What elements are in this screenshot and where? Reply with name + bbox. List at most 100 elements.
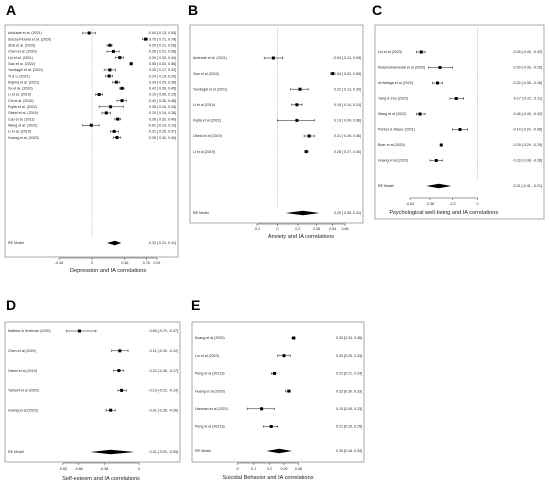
study-point-estimate xyxy=(117,369,121,373)
study-ci-text: 0.54 [ 0.52, 0.55] xyxy=(334,72,361,76)
study-ci-text: 0.10 [ 0.05, 0.15] xyxy=(149,93,176,97)
study-ci-text: -0.45 [-0.49, -0.42] xyxy=(512,50,542,54)
study-point-estimate xyxy=(298,87,302,91)
panel-letter: D xyxy=(6,297,16,313)
study-point-estimate xyxy=(271,56,275,60)
study-ci-text: -0.04 [-0.13, 0.05] xyxy=(148,31,176,35)
study-ci-text: -0.19 [-0.23, -0.14] xyxy=(148,389,178,393)
study-ci-text: 0.42 [ 0.35, 0.48] xyxy=(149,99,176,103)
study-ci-text: 0.26 [ 0.10, 0.44] xyxy=(149,105,176,109)
study-ci-text: -0.14 [-0.20, -0.08] xyxy=(512,128,542,132)
x-tick-label: 0.76 xyxy=(143,261,150,265)
study-ci-text: 0.30 [ 0.21, 0.38] xyxy=(149,50,176,54)
study-point-estimate xyxy=(115,136,119,140)
panel-letter: A xyxy=(6,2,16,18)
study-label: Xu et al. (2020) xyxy=(8,87,33,91)
study-label: Yundagül et al (2021) xyxy=(193,87,227,91)
study-point-estimate xyxy=(438,66,442,69)
x-tick-label: -0.83 xyxy=(59,467,67,471)
study-label: Kojima et al. (2021) xyxy=(8,80,39,84)
study-label: Li et al. (2019) xyxy=(8,130,31,134)
study-label: Huang et al. (2023) xyxy=(8,136,39,140)
study-point-estimate xyxy=(120,99,124,103)
study-ci-text: 0.28 [ 0.27, 0.30] xyxy=(334,150,361,154)
x-tick-label: -0.38 xyxy=(100,467,108,471)
study-point-estimate xyxy=(287,389,291,393)
panel-frame xyxy=(189,24,364,224)
study-point-estimate xyxy=(144,37,148,41)
study-ci-text: 0.55 [ 0.53, 0.56] xyxy=(149,62,176,66)
study-point-estimate xyxy=(97,93,101,96)
study-ci-text: 0.35 [0.34, 0.36] xyxy=(336,336,362,340)
study-label: Obeid et al (2019) xyxy=(193,134,222,138)
study-point-estimate xyxy=(109,105,113,109)
summary-label: RE Model xyxy=(8,450,24,454)
study-label: Cao et al. (2011) xyxy=(8,117,35,121)
study-ci-text: -0.30 [-0.39, -0.20] xyxy=(512,66,542,70)
study-ci-text: 0.19 [ 0.14, 0.24] xyxy=(334,103,361,107)
study-point-estimate xyxy=(269,425,273,428)
x-axis-label: Psychological well-being and IA correlat… xyxy=(389,210,498,216)
study-point-estimate xyxy=(89,123,93,127)
study-point-estimate xyxy=(331,72,335,76)
study-ci-text: -0.65 [-0.79, -0.47] xyxy=(148,329,178,333)
study-ci-text: -0.32 [-0.36, -0.28] xyxy=(512,81,542,85)
study-ci-text: 0.39 [ 0.33, 0.44] xyxy=(149,56,176,60)
panel-frame xyxy=(191,321,365,463)
study-label: Yi & Li (2021) xyxy=(8,74,30,78)
summary-diamond xyxy=(90,449,135,455)
study-ci-text: 0.19 [ 0.00, 0.36] xyxy=(334,119,361,123)
x-tick-label: 0.2 xyxy=(295,227,300,231)
summary-label: RE Model xyxy=(378,184,394,188)
study-point-estimate xyxy=(295,103,299,107)
study-point-estimate xyxy=(419,50,423,54)
study-ci-text: -0.22 [-0.28, -0.17] xyxy=(148,369,178,373)
study-ci-text: 0.23 [0.21, 0.24] xyxy=(336,372,362,376)
summary-ci-text: 0.25 [ 0.08, 0.41] xyxy=(334,211,361,215)
forest-panel-d: D Mathew & Krishnan (2020) -0.65 [-0.79, -… xyxy=(4,297,181,482)
summary-diamond xyxy=(285,210,320,216)
study-point-estimate xyxy=(272,371,276,375)
summary-diamond xyxy=(426,183,452,189)
x-tick-label: -0.2 xyxy=(254,227,260,231)
study-label: Peng et al (2021)b xyxy=(195,372,225,376)
panel-frame xyxy=(4,24,179,258)
study-ci-text: -0.04 [-0.13, 0.05] xyxy=(333,56,361,60)
study-point-estimate xyxy=(439,143,443,147)
study-label: Li et al. (2019) xyxy=(8,93,31,97)
x-tick-label: -0.2 xyxy=(449,202,455,206)
study-label: Chen et al (2020) xyxy=(8,349,36,353)
x-tick-label: 0.38 xyxy=(295,467,302,471)
study-ci-text: 0.31 [ 0.26, 0.37] xyxy=(149,130,176,134)
study-point-estimate xyxy=(118,349,122,353)
study-label: Souza-Pereira et al. (2020) xyxy=(8,37,51,41)
study-label: Kuang et al (2020) xyxy=(195,336,225,340)
study-point-estimate xyxy=(116,117,120,121)
study-label: Huang et al (2023) xyxy=(378,159,408,163)
study-label: Li et al (2019) xyxy=(193,103,215,107)
study-point-estimate xyxy=(120,388,124,392)
study-point-estimate xyxy=(260,407,264,411)
summary-label: RE Model xyxy=(195,449,211,453)
study-point-estimate xyxy=(87,31,91,35)
x-tick-label: 0.29 xyxy=(281,467,288,471)
study-ci-text: 0.32 [0.30, 0.33] xyxy=(336,389,362,393)
study-ci-text: 0.24 [ 0.19, 0.29] xyxy=(149,74,176,78)
study-point-estimate xyxy=(292,336,296,340)
study-point-estimate xyxy=(418,112,422,116)
study-point-estimate xyxy=(108,43,112,47)
study-point-estimate xyxy=(458,128,462,131)
summary-ci-text: -0.31 [-0.41, -0.21] xyxy=(512,184,542,188)
study-point-estimate xyxy=(304,150,308,154)
study-point-estimate xyxy=(108,68,112,72)
study-point-estimate xyxy=(120,86,124,90)
study-ci-text: -0.21 [-0.30, -0.12] xyxy=(148,349,178,353)
study-ci-text: 0.35 [ 0.30, 0.40] xyxy=(149,136,176,140)
study-ci-text: -0.33 [-0.38, -0.28] xyxy=(512,159,542,163)
x-tick-label: -0.66 xyxy=(74,467,82,471)
study-point-estimate xyxy=(434,159,438,162)
study-label: Fujita et al. (2022) xyxy=(8,105,37,109)
forest-panel-a: A Andrade et al. (2021) -0.04 [-0.13, 0.05… xyxy=(4,2,179,274)
study-label: Zhai et al. (2020) xyxy=(8,44,35,48)
study-label: Li et al (2019) xyxy=(193,150,215,154)
